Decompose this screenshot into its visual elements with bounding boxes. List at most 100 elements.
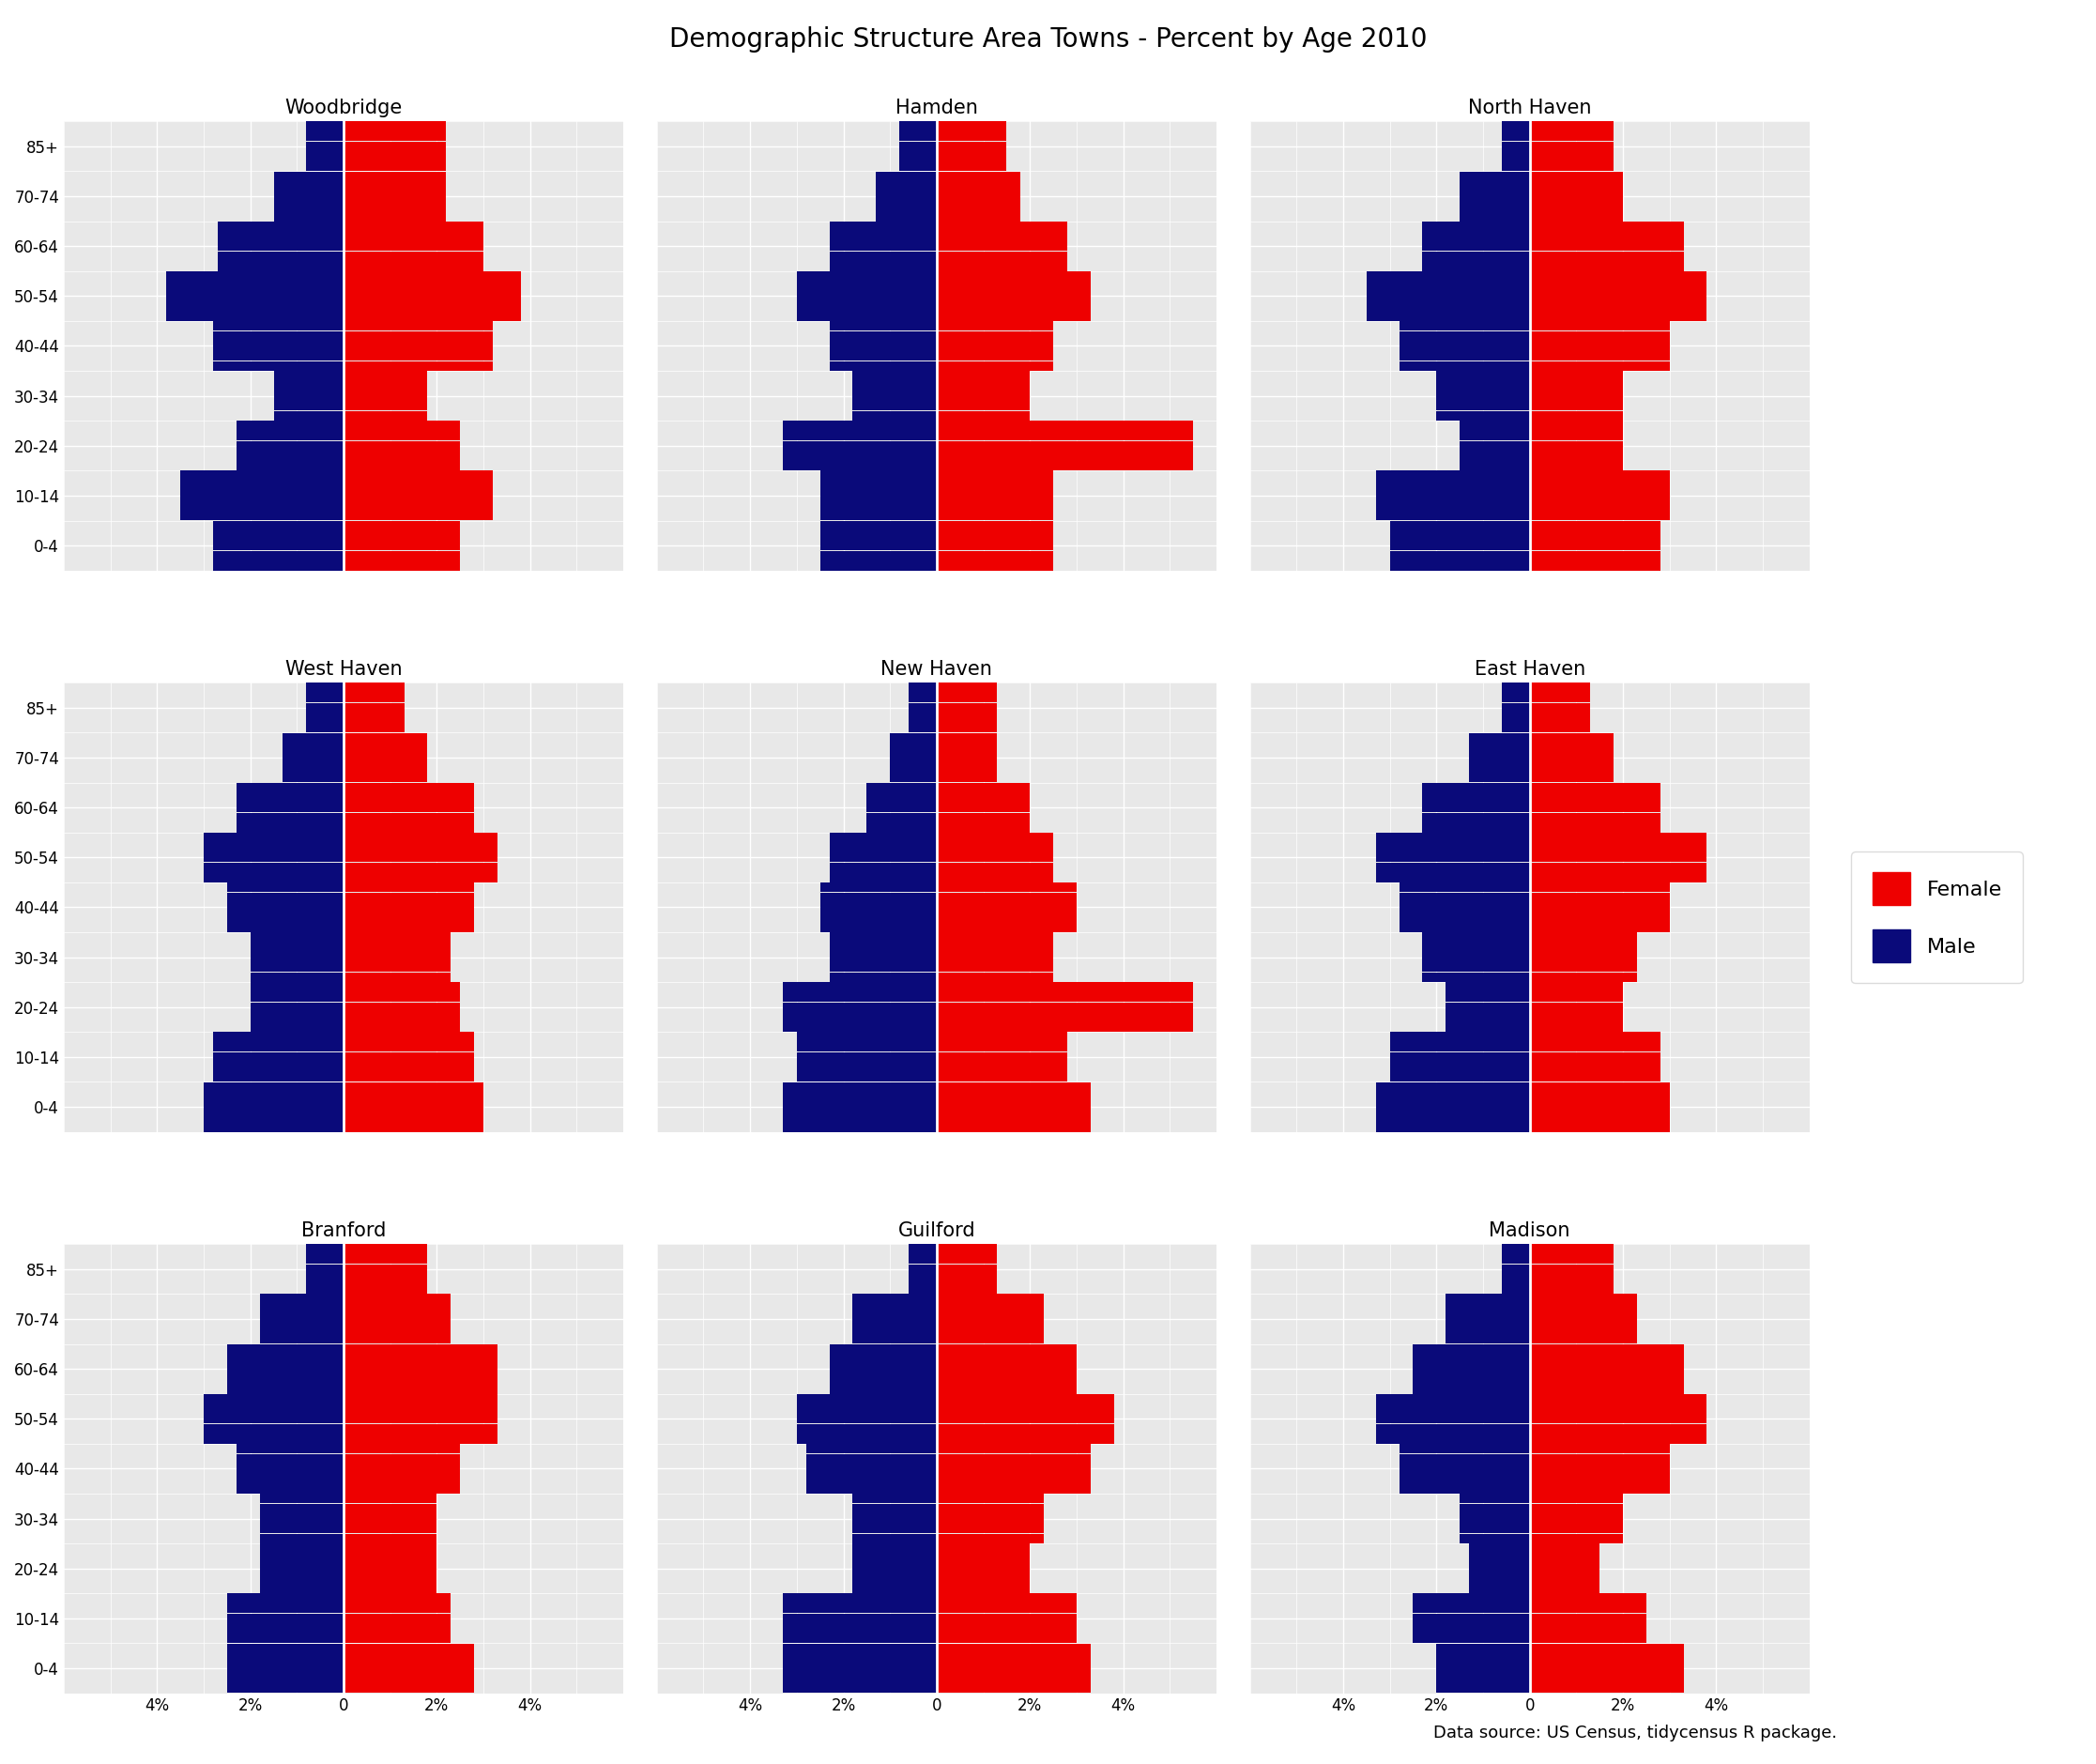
Bar [237,822,344,833]
Bar [796,1424,937,1434]
Bar [1530,1415,1706,1424]
Bar [214,362,344,370]
Bar [214,561,344,570]
Bar [937,520,1052,531]
Bar [937,132,1006,141]
Bar [1530,362,1671,370]
Bar [344,501,493,510]
Bar [344,912,474,923]
Bar [937,1533,1044,1544]
Bar [1530,1274,1614,1284]
Bar [1423,803,1530,813]
Bar [166,291,344,302]
Bar [820,482,937,490]
Bar [344,191,446,201]
Bar [1530,803,1660,813]
Bar [249,983,344,991]
Bar [937,1081,1090,1092]
Bar [1375,1415,1530,1424]
Bar [1375,490,1530,501]
Bar [1367,272,1530,280]
Bar [344,182,446,191]
Bar [1530,381,1622,392]
Bar [1446,1013,1530,1021]
Bar [214,1062,344,1073]
Bar [1530,1623,1645,1633]
Bar [1530,272,1706,280]
Bar [283,762,344,773]
Bar [1530,1484,1671,1494]
Bar [344,1092,484,1102]
Bar [1400,340,1530,351]
Bar [344,302,520,310]
Bar [937,893,1077,901]
Bar [782,1021,937,1032]
Bar [1530,683,1591,693]
Bar [937,1494,1044,1503]
Bar [866,822,937,833]
Bar [1530,1021,1622,1032]
Bar [218,261,344,272]
Bar [344,953,451,961]
Bar [1423,792,1530,803]
Bar [344,743,428,753]
Bar [306,1254,344,1265]
Bar [1530,370,1622,381]
Bar [344,561,461,570]
Bar [1436,1674,1530,1683]
Bar [344,1674,474,1683]
Bar [782,1013,937,1021]
Bar [1469,753,1530,762]
Bar [782,1633,937,1644]
Bar [344,392,428,400]
Bar [782,430,937,441]
Bar [937,332,1052,340]
Bar [937,942,1052,953]
Bar [1530,332,1671,340]
Bar [1530,400,1622,411]
Bar [344,1434,497,1443]
Bar [937,482,1052,490]
Bar [237,430,344,441]
Bar [937,250,1067,261]
Bar [1400,1454,1530,1464]
Bar [1530,953,1637,961]
Bar [820,471,937,480]
Bar [1413,1364,1530,1374]
Bar [344,512,493,520]
Bar [782,1122,937,1132]
Bar [1530,512,1671,520]
Bar [1530,1002,1622,1013]
Bar [249,942,344,953]
Bar [344,242,484,250]
Bar [937,1265,998,1274]
Bar [344,381,428,392]
Bar [899,162,937,171]
Bar [1530,1043,1660,1051]
Text: Data source: US Census, tidycensus R package.: Data source: US Census, tidycensus R pac… [1434,1725,1836,1741]
Bar [1530,411,1622,420]
Bar [344,340,493,351]
Bar [937,272,1090,280]
Bar [306,693,344,702]
Bar [1501,683,1530,693]
Bar [937,212,1021,220]
Bar [1375,482,1530,490]
Bar [260,1584,344,1593]
Bar [876,182,937,191]
Bar [1501,1284,1530,1293]
Bar [1530,1032,1660,1043]
Bar [830,250,937,261]
Bar [782,1081,937,1092]
Bar [782,991,937,1002]
Bar [249,953,344,961]
Bar [1446,1304,1530,1314]
Bar [344,231,484,242]
Bar [796,1415,937,1424]
Bar [237,422,344,430]
Bar [306,683,344,693]
Bar [937,953,1052,961]
Bar [1375,852,1530,863]
Bar [237,1464,344,1473]
Bar [1501,132,1530,141]
